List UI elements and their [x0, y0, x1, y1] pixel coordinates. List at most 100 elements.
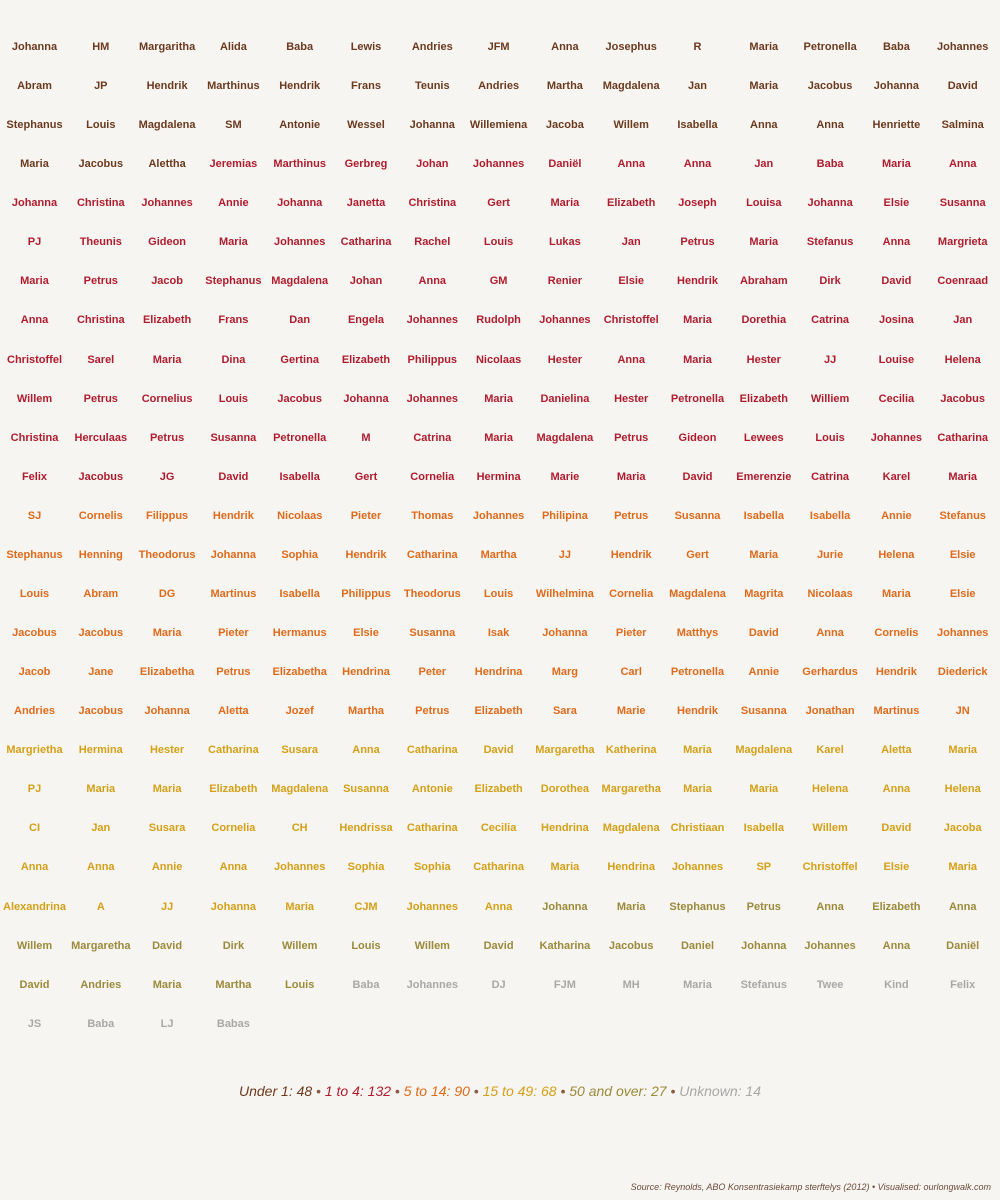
name-cell: Hermina [78, 744, 123, 757]
name-cell: Willem [16, 939, 53, 952]
name-cell: Baba [87, 1017, 115, 1030]
name-cell: Cecilia [480, 822, 517, 835]
name-cell: Hendrik [345, 548, 387, 561]
name-cell: Martha [480, 548, 517, 561]
name-cell: Thomas [411, 509, 454, 522]
name-cell: Maria [683, 978, 712, 991]
name-cell: Anna [551, 41, 579, 53]
name-cell: CH [291, 822, 308, 835]
name-cell: Hendrik [677, 275, 718, 288]
name-cell: Abraham [739, 275, 788, 288]
name-cell: Rachel [414, 236, 451, 249]
name-cell: PJ [27, 236, 42, 249]
name-cell: Gerhardus [802, 666, 858, 679]
name-cell: Johanna [741, 939, 787, 952]
name-cell: Gert [487, 197, 510, 210]
name-cell: Filippus [146, 509, 189, 522]
name-cell: Alida [219, 41, 247, 53]
name-cell: Daniël [946, 939, 980, 952]
name-cell: Hendrik [677, 705, 718, 718]
name-cell: Maria [550, 197, 580, 210]
name-cell: Elizabetha [139, 666, 195, 679]
name-cell: Johannes [472, 509, 525, 522]
name-cell: Louise [878, 353, 915, 366]
name-cell: Cornelia [609, 587, 654, 600]
name-cell: Isak [487, 627, 510, 640]
name-cell: Isabella [743, 509, 784, 522]
name-cell: Susanna [210, 431, 257, 444]
name-cell: Hendrissa [339, 822, 393, 835]
name-cell: JJ [160, 900, 174, 913]
name-cell: Petrus [746, 900, 781, 913]
name-cell: A [96, 900, 105, 913]
name-cell: Dorethia [741, 314, 787, 327]
name-cell: Josephus [605, 41, 657, 53]
legend-separator: • [391, 1083, 404, 1099]
name-cell: Louis [285, 978, 315, 991]
name-cell: Martha [215, 978, 252, 991]
name-cell: Louis [483, 236, 514, 249]
name-cell: Coenraad [937, 275, 989, 288]
name-cell: Sarel [87, 353, 115, 366]
name-cell: Maria [484, 431, 513, 444]
name-cell: Twee [816, 978, 844, 991]
name-cell: Elizabeth [341, 353, 391, 366]
name-cell: Stefanus [939, 509, 986, 522]
name-cell: Elsie [949, 587, 976, 600]
name-cell: Susanna [409, 627, 456, 640]
name-cell: Louis [86, 119, 116, 132]
name-cell: Baba [882, 41, 910, 53]
name-cell: Stefanus [806, 236, 854, 249]
name-cell: MH [622, 978, 640, 991]
name-cell: Gert [354, 470, 378, 483]
name-cell: Louis [351, 939, 381, 952]
name-cell: Jacoba [545, 119, 584, 132]
name-cell: Andries [14, 705, 55, 718]
name-cell: Maria [616, 900, 646, 913]
name-cell: Karel [882, 470, 911, 483]
name-cell: Maria [20, 275, 49, 288]
name-cell: Abram [83, 587, 119, 600]
name-cell: Maria [882, 587, 911, 600]
name-cell: Hermanus [272, 627, 327, 640]
name-cell: SM [225, 119, 242, 132]
name-cell: Gertina [280, 353, 319, 366]
name-cell: Isabella [809, 509, 851, 522]
name-cell: Jurie [816, 548, 844, 561]
name-cell: Marthinus [207, 80, 260, 93]
name-cell: Baba [286, 41, 314, 53]
name-cell: Isabella [279, 587, 320, 600]
name-cell: Jozef [285, 705, 314, 718]
name-cell: Catharina [406, 744, 458, 757]
name-cell: Cornelis [78, 509, 123, 522]
name-cell: Elizabetha [272, 666, 327, 679]
name-cell: Catrina [413, 431, 452, 444]
name-cell: Anna [87, 861, 115, 874]
name-cell: Daniël [548, 158, 582, 171]
name-cell: Maria [152, 627, 182, 640]
name-cell: Jeremias [209, 158, 258, 171]
name-cell: Petrus [614, 509, 649, 522]
name-cell: Susara [148, 822, 186, 835]
name-cell: Jan [91, 822, 111, 835]
name-cell: Johannes [870, 431, 923, 444]
name-cell: Magdalena [602, 822, 660, 835]
name-cell: Jan [953, 314, 973, 327]
name-cell: Cornelius [141, 392, 193, 405]
name-cell: David [218, 470, 249, 483]
legend: Under 1: 48 • 1 to 4: 132 • 5 to 14: 90 … [0, 1083, 1000, 1099]
name-cell: Louis [19, 587, 50, 600]
name-cell: David [19, 978, 50, 991]
name-cell: CJM [354, 900, 378, 913]
name-cell: Hendrik [212, 509, 254, 522]
name-cell: Hendrina [474, 666, 523, 679]
name-cell: Martha [546, 80, 583, 93]
name-cell: Abram [17, 80, 52, 93]
name-cell: CI [29, 822, 40, 835]
name-cell: Maria [484, 392, 513, 405]
name-cell: Wessel [347, 119, 385, 132]
name-cell: Anna [816, 627, 844, 640]
name-cell: Anna [882, 939, 911, 952]
name-cell: Willem [812, 822, 848, 835]
name-cell: Aletta [218, 705, 249, 718]
